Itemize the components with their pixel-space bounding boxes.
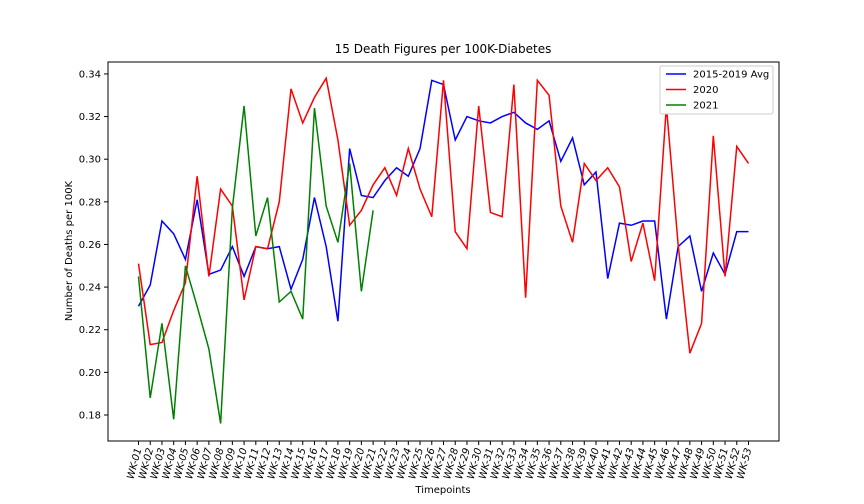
legend-label: 2020 [693, 85, 718, 96]
series-line [137, 76, 750, 354]
legend-label: 2015-2019 Avg [693, 70, 769, 81]
chart-title: 15 Death Figures per 100K-Diabetes [335, 42, 552, 56]
legend-label: 2021 [693, 101, 718, 112]
y-tick-label: 0.20 [79, 368, 101, 379]
y-tick-label: 0.32 [79, 112, 101, 123]
y-axis-label: Number of Deaths per 100K [64, 180, 75, 321]
series-line [137, 105, 374, 424]
y-tick-label: 0.34 [79, 69, 101, 80]
y-tick-label: 0.22 [79, 325, 101, 336]
legend: 2015-2019 Avg 2020 2021 [659, 65, 774, 115]
y-tick-label: 0.24 [79, 283, 101, 294]
plot-frame [107, 61, 780, 442]
y-tick-label: 0.30 [79, 155, 101, 166]
y-tick-label: 0.28 [79, 197, 101, 208]
y-tick-label: 0.26 [79, 240, 101, 251]
legend-box [659, 65, 774, 115]
y-tick-label: 0.18 [79, 410, 101, 421]
series-line [137, 79, 749, 322]
x-axis-label: Timepoints [414, 485, 470, 496]
